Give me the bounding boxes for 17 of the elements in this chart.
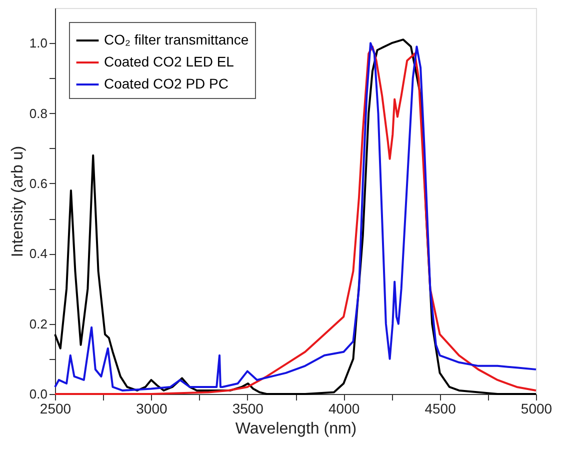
x-tick-label: 3000 <box>136 400 168 416</box>
y-axis-title: Intensity (arb u) <box>9 146 26 258</box>
y-tick-label: 0.0 <box>29 386 48 402</box>
y-tick-label: 0.4 <box>29 246 48 262</box>
legend-label: Coated CO2 LED EL <box>104 54 234 70</box>
legend-label: Coated CO2 PD PC <box>104 76 228 92</box>
x-tick-label: 5000 <box>520 400 552 416</box>
y-tick-label: 0.6 <box>29 176 48 191</box>
y-tick-label: 0.8 <box>29 106 48 121</box>
x-tick-label: 3500 <box>232 400 264 416</box>
y-tick-label: 0.2 <box>29 316 48 332</box>
x-axis-title: Wavelength (nm) <box>235 420 357 438</box>
x-tick-label: 2500 <box>40 400 72 416</box>
legend-label: CO₂ filter transmittance <box>104 32 249 48</box>
x-tick-label: 4000 <box>328 400 360 416</box>
y-tick-label: 1.0 <box>29 36 48 51</box>
x-tick-label: 4500 <box>424 400 456 416</box>
